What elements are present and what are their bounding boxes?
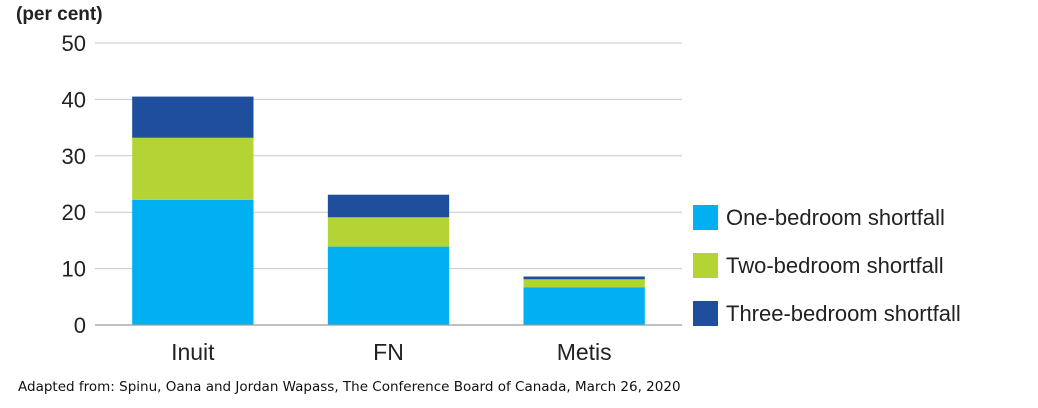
legend-label: One-bedroom shortfall: [726, 205, 945, 230]
y-tick-label: 0: [74, 313, 86, 338]
bar-segment: [523, 276, 645, 280]
bar-segment: [327, 246, 450, 325]
legend-label: Three-bedroom shortfall: [726, 301, 961, 326]
bar-segment: [327, 217, 450, 247]
legend-label: Two-bedroom shortfall: [726, 253, 944, 278]
bar-segment: [132, 137, 254, 200]
source-note: Adapted from: Spinu, Oana and Jordan Wap…: [18, 379, 681, 395]
y-axis-ticks: 0 10 20 30 40 50: [62, 31, 86, 338]
legend-swatch: [693, 205, 718, 230]
unit-label: (per cent): [16, 4, 103, 25]
legend-swatch: [693, 301, 718, 326]
bars: [132, 96, 645, 325]
bar-segment: [132, 199, 254, 325]
y-tick-label: 10: [62, 257, 86, 282]
bar-segment: [132, 96, 254, 138]
category-label: Inuit: [171, 339, 215, 365]
bar-segment: [523, 287, 645, 325]
y-tick-label: 40: [62, 87, 86, 112]
x-axis-categories: Inuit FN Metis: [171, 339, 612, 365]
category-label: Metis: [557, 339, 612, 365]
category-label: FN: [373, 339, 404, 365]
bar-segment: [523, 279, 645, 288]
y-tick-label: 30: [62, 144, 86, 169]
y-tick-label: 20: [62, 200, 86, 225]
y-tick-label: 50: [62, 31, 86, 56]
legend: One-bedroom shortfall Two-bedroom shortfa…: [693, 205, 961, 326]
legend-swatch: [693, 253, 718, 278]
bar-segment: [327, 194, 450, 218]
